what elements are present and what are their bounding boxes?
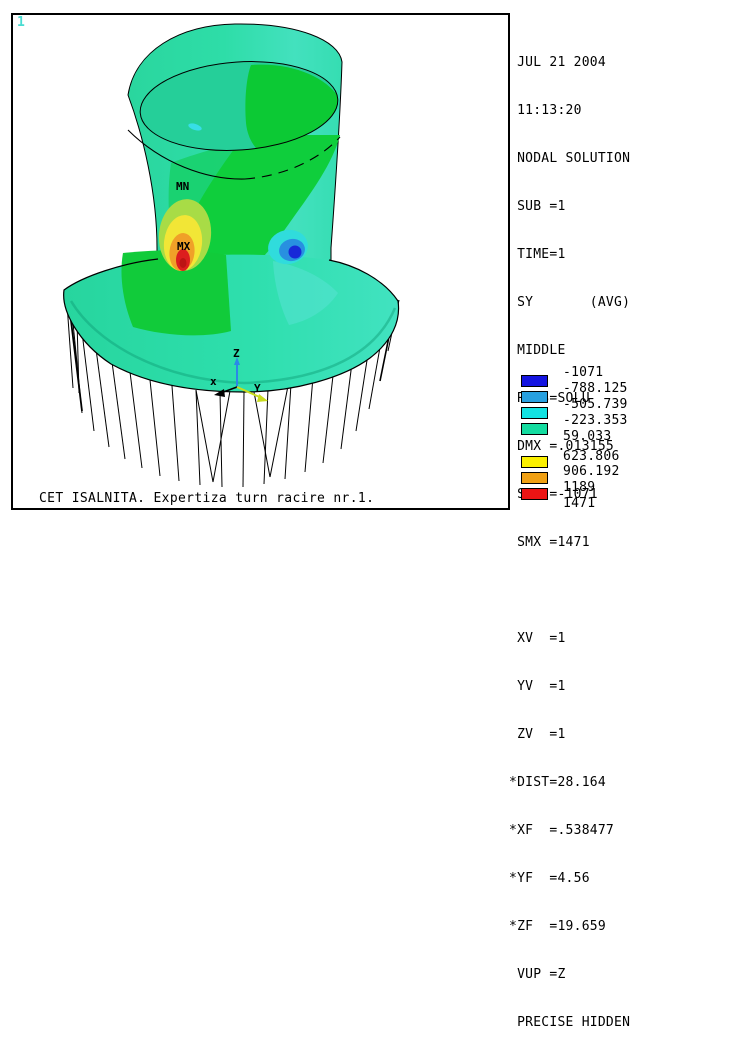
info-line: [509, 583, 630, 599]
info-line: ZV =1: [509, 727, 566, 742]
info-line: *ZF =19.659: [509, 919, 606, 934]
coordinate-triad: Z x Y: [210, 347, 268, 402]
info-line: TIME=1: [509, 247, 566, 262]
info-line: PRECISE HIDDEN: [509, 1015, 631, 1030]
info-line: *XF =.538477: [509, 823, 614, 838]
info-line: MIDDLE: [509, 343, 566, 358]
min-marker-label: MN: [176, 180, 189, 193]
base-skirt: [63, 250, 400, 393]
y-axis-label: Y: [254, 382, 261, 395]
graphics-viewport[interactable]: MN MX Z x Y 1 CET ISALNITA. Expertiza tu…: [11, 13, 510, 510]
ansys-output-window: { "window": { "plot_id": "1", "caption":…: [11, 13, 630, 1030]
z-axis-label: Z: [233, 347, 240, 360]
info-line: RSYS=SOLU: [509, 391, 590, 406]
cooling-tower-contour-plot: MN MX Z x Y: [63, 23, 400, 488]
info-line: *YF =4.56: [509, 871, 590, 886]
info-line: VUP =Z: [509, 967, 566, 982]
info-line: YV =1: [509, 679, 566, 694]
info-line: SMX =1471: [509, 535, 590, 550]
solution-info-panel: JUL 21 2004 11:13:20 NODAL SOLUTION SUB …: [509, 23, 630, 1047]
x-axis-label: x: [210, 375, 217, 388]
info-line: XV =1: [509, 631, 566, 646]
cold-spot-min-stress: [268, 229, 308, 265]
info-line: SMN =-1071: [509, 487, 598, 502]
info-line: SUB =1: [509, 199, 566, 214]
info-line: 11:13:20: [509, 103, 582, 118]
hot-spot-max-stress: [158, 199, 212, 271]
max-marker-label: MX: [177, 240, 191, 253]
hidden-line-dashed: [244, 136, 341, 180]
plot-window-number: 1: [17, 15, 26, 30]
info-line: NODAL SOLUTION: [509, 151, 631, 166]
info-line: SY (AVG): [509, 295, 631, 310]
info-line: JUL 21 2004: [509, 55, 606, 70]
tower-top-opening: [127, 61, 341, 180]
plot-title-caption: CET ISALNITA. Expertiza turn racire nr.1…: [39, 491, 375, 506]
support-columns: [65, 289, 400, 488]
info-line: DMX =.013155: [509, 439, 614, 454]
info-line: *DIST=28.164: [509, 775, 606, 790]
